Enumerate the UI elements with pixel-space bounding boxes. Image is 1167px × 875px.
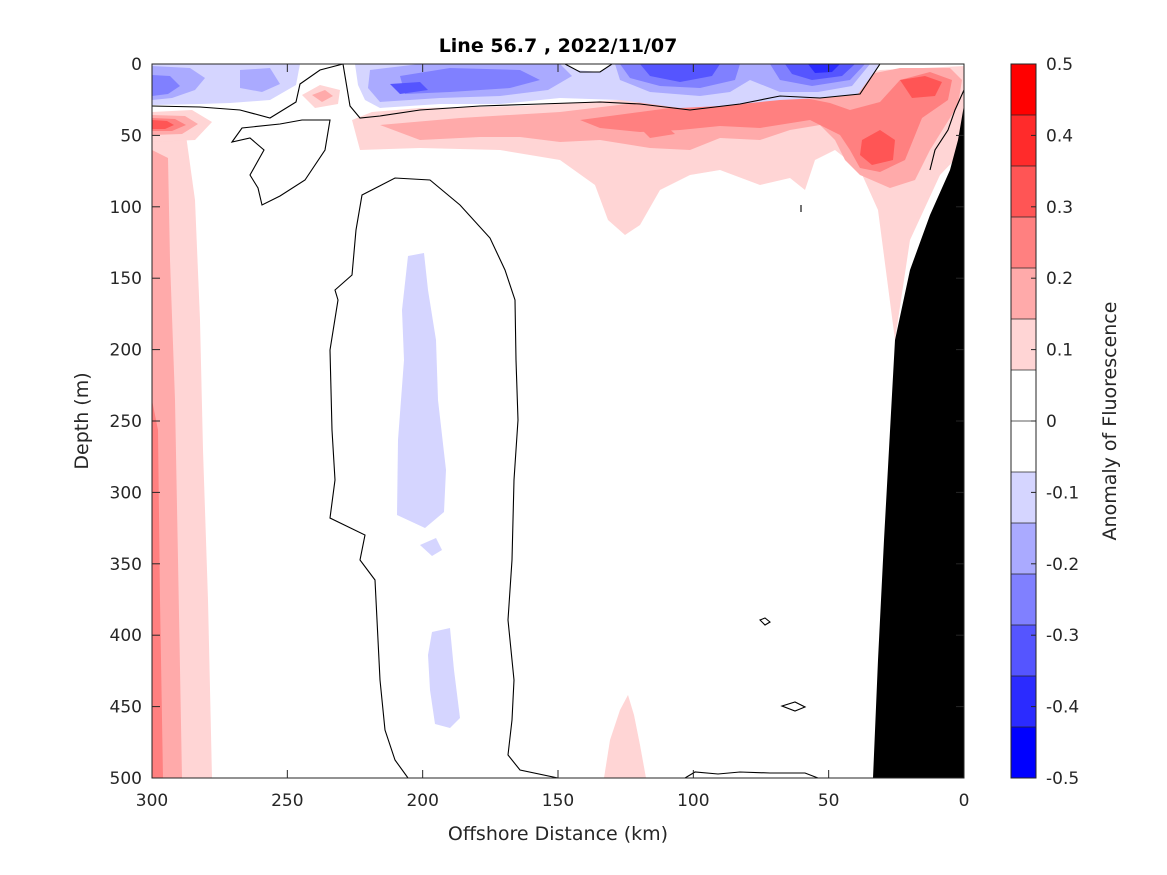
colorbar-tick-label: 0.5 (1046, 55, 1073, 75)
x-tick-label: 250 (271, 791, 303, 811)
colorbar-tick-label: 0.3 (1046, 198, 1073, 218)
colorbar-swatch (1011, 64, 1036, 116)
colorbar-tick-label: -0.2 (1046, 555, 1079, 575)
contour-mid-pos-03 (580, 72, 952, 172)
x-tick-label: 300 (136, 791, 168, 811)
chart-title: Line 56.7 , 2022/11/07 (439, 35, 678, 57)
y-axis: 0 50 100 150 200 250 300 350 400 450 500 (110, 55, 964, 789)
land-mask (873, 105, 964, 778)
x-axis-label: Offshore Distance (km) (448, 823, 668, 845)
colorbar-swatch (1011, 727, 1036, 779)
zero-contour-04 (329, 177, 559, 778)
y-tick-label: 150 (110, 269, 142, 289)
colorbar-swatch (1011, 472, 1036, 524)
y-tick-label: 450 (110, 698, 142, 718)
zero-contour-03 (230, 119, 331, 206)
colorbar: 0.5 0.4 0.3 0.2 0.1 0 -0.1 -0.2 -0.3 -0.4 -0.5 (1010, 55, 1079, 789)
contour-left-pos-07 (152, 120, 174, 129)
contour-deep-neg-01 (397, 253, 446, 528)
y-tick-label: 200 (110, 341, 142, 361)
colorbar-swatch (1011, 217, 1036, 269)
colorbar-tick-label: 0 (1046, 412, 1057, 432)
x-tick-label: 100 (677, 791, 709, 811)
contour-surf-neg-13 (808, 64, 840, 73)
contour-deep-neg-02 (420, 538, 442, 556)
contour-surf-neg-08 (400, 68, 540, 94)
colorbar-tick-label: -0.4 (1046, 698, 1079, 718)
zero-contours (152, 64, 964, 778)
contour-small-pos-02 (312, 90, 333, 102)
colorbar-swatch (1011, 115, 1036, 167)
colorbar-swatch (1011, 268, 1036, 320)
colorbar-tick-label: -0.1 (1046, 483, 1079, 503)
contour-mid-pos-04 (900, 76, 942, 98)
y-tick-label: 0 (131, 55, 142, 75)
y-tick-label: 250 (110, 412, 142, 432)
colorbar-tick-label: -0.5 (1046, 769, 1079, 789)
colorbar-tick-label: 0.4 (1046, 126, 1073, 146)
contour-surf-neg-10 (640, 64, 720, 82)
x-axis: 300 250 200 150 100 50 0 (136, 64, 970, 811)
contour-left-pos-03 (152, 400, 163, 778)
zero-contour-05 (684, 771, 819, 778)
colorbar-swatch (1011, 625, 1036, 677)
x-tick-label: 200 (406, 791, 438, 811)
zero-contour-02 (564, 64, 613, 73)
zero-contour-06 (759, 617, 771, 626)
x-tick-label: 150 (542, 791, 574, 811)
y-tick-label: 400 (110, 626, 142, 646)
colorbar-swatch (1011, 370, 1036, 422)
contour-surf-neg-14 (390, 82, 428, 94)
colorbar-swatch (1011, 676, 1036, 728)
y-tick-label: 350 (110, 555, 142, 575)
contour-surf-neg-03 (152, 75, 180, 96)
colorbar-tick-label: 0.1 (1046, 341, 1073, 361)
filled-contours (152, 64, 964, 778)
y-tick-label: 50 (120, 126, 142, 146)
colorbar-swatch (1011, 523, 1036, 575)
colorbar-tick-label: -0.3 (1046, 626, 1079, 646)
y-tick-label: 500 (110, 769, 142, 789)
colorbar-swatch (1011, 166, 1036, 218)
colorbar-label: Anomaly of Fluorescence (1099, 302, 1121, 541)
zero-contour-01 (152, 64, 881, 119)
y-axis-label: Depth (m) (71, 372, 93, 469)
plot-area (152, 64, 964, 778)
colorbar-swatch (1011, 574, 1036, 626)
contour-surf-neg-04 (240, 68, 280, 92)
colorbar-tick-label: 0.2 (1046, 269, 1073, 289)
zero-contour-07 (780, 701, 807, 712)
y-tick-label: 100 (110, 198, 142, 218)
x-tick-label: 50 (818, 791, 840, 811)
colorbar-swatch (1011, 421, 1036, 473)
contour-deep-pos-01 (604, 695, 646, 778)
x-tick-label: 0 (959, 791, 970, 811)
contour-mid-pos-07 (640, 125, 675, 138)
contour-mid-pos-05 (860, 130, 895, 165)
colorbar-swatch (1011, 319, 1036, 371)
contour-deep-neg-03 (428, 628, 460, 728)
y-tick-label: 300 (110, 483, 142, 503)
zero-contour-09 (929, 89, 964, 171)
